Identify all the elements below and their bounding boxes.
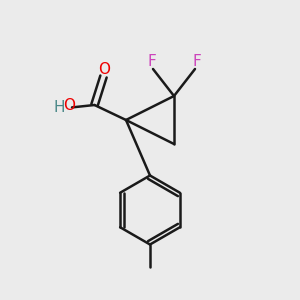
Text: H: H	[54, 100, 65, 116]
Text: F: F	[147, 54, 156, 69]
Text: F: F	[192, 54, 201, 69]
Text: O: O	[64, 98, 76, 113]
Text: O: O	[98, 62, 110, 77]
